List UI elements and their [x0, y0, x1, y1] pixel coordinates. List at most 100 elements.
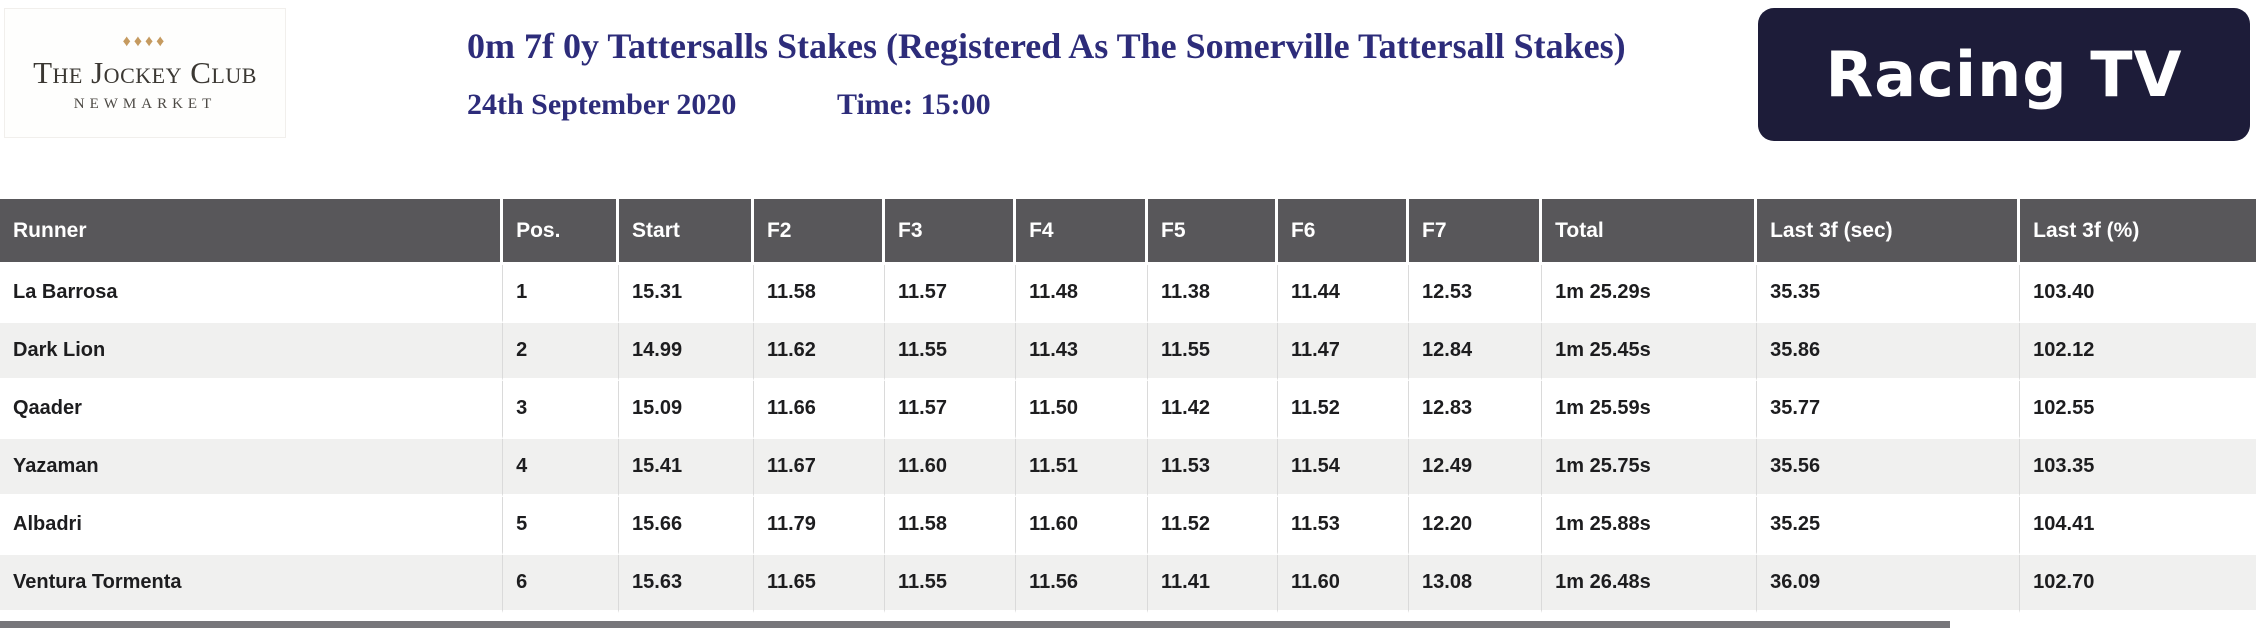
cell-f4: 11.60 [1016, 497, 1149, 555]
cell-pos: 1 [503, 265, 620, 323]
race-date: 24th September 2020 [467, 88, 737, 122]
cell-f4: 11.43 [1016, 323, 1149, 381]
cell-f6: 11.52 [1277, 381, 1410, 439]
cell-total: 1m 25.45s [1542, 323, 1758, 381]
cell-f3: 11.57 [885, 381, 1017, 439]
runner-name: Qaader [0, 381, 504, 439]
column-header-pos: Pos. [503, 199, 620, 265]
cell-last-3f: 102.55 [2020, 381, 2256, 439]
cell-f2: 11.62 [753, 323, 885, 381]
cell-start: 15.31 [619, 265, 754, 323]
cell-f4: 11.50 [1016, 381, 1149, 439]
venue-name: The Jockey Club [33, 55, 257, 90]
cell-last-3f-sec: 35.86 [1757, 323, 2021, 381]
diamonds-icon: ♦♦♦♦ [122, 33, 168, 50]
cell-last-3f-sec: 35.56 [1757, 439, 2021, 497]
column-header-start: Start [619, 199, 754, 265]
cell-f6: 11.54 [1277, 439, 1410, 497]
table-header-row: Runner Pos. Start F2 F3 F4 F5 F6 F7 Total Last 3f … [0, 199, 2256, 265]
cell-f5: 11.52 [1148, 497, 1278, 555]
column-header-last-3f-sec: Last 3f (sec) [1757, 199, 2021, 265]
cell-total: 1m 25.59s [1542, 381, 1758, 439]
cell-f2: 11.66 [753, 381, 885, 439]
column-header-f7: F7 [1409, 199, 1543, 265]
cell-f2: 11.65 [753, 555, 885, 613]
cell-pos: 2 [503, 323, 620, 381]
column-header-total: Total [1542, 199, 1758, 265]
cell-last-3f-sec: 35.25 [1757, 497, 2021, 555]
cell-start: 15.09 [619, 381, 754, 439]
column-header-f6: F6 [1277, 199, 1410, 265]
column-header-f3: F3 [885, 199, 1017, 265]
cell-f5: 11.42 [1148, 381, 1278, 439]
cell-last-3f-sec: 36.09 [1757, 555, 2021, 613]
cell-last-3f-sec: 35.35 [1757, 265, 2021, 323]
cell-f6: 11.44 [1277, 265, 1410, 323]
cell-f4: 11.56 [1016, 555, 1149, 613]
runner-name: Albadri [0, 497, 504, 555]
cell-last-3f-sec: 35.77 [1757, 381, 2021, 439]
cell-f7: 12.84 [1409, 323, 1543, 381]
cell-f3: 11.55 [885, 323, 1017, 381]
cell-f5: 11.55 [1148, 323, 1278, 381]
cell-f6: 11.60 [1277, 555, 1410, 613]
cell-pos: 6 [503, 555, 620, 613]
cell-last-3f: 102.12 [2020, 323, 2256, 381]
cell-pos: 4 [503, 439, 620, 497]
cell-f2: 11.79 [753, 497, 885, 555]
cell-f3: 11.57 [885, 265, 1017, 323]
racing-tv-wordmark: Racing TV [1825, 38, 2183, 111]
cell-total: 1m 25.29s [1542, 265, 1758, 323]
race-info: 0m 7f 0y Tattersalls Stakes (Registered … [467, 26, 1747, 122]
table-row: Yazaman 4 15.41 11.67 11.60 11.51 11.53 11.54 12… [0, 439, 2256, 497]
table-row: La Barrosa 1 15.31 11.58 11.57 11.48 11.38 11.4… [0, 265, 2256, 323]
cell-start: 15.63 [619, 555, 754, 613]
cell-last-3f: 103.35 [2020, 439, 2256, 497]
cell-last-3f: 102.70 [2020, 555, 2256, 613]
cell-f7: 12.53 [1409, 265, 1543, 323]
cell-start: 14.99 [619, 323, 754, 381]
cell-pos: 3 [503, 381, 620, 439]
page-header: ♦♦♦♦ The Jockey Club NEWMARKET 0m 7f 0y … [0, 0, 2256, 200]
cell-pos: 5 [503, 497, 620, 555]
table-row: Ventura Tormenta 6 15.63 11.65 11.55 11.56 11.… [0, 555, 2256, 613]
column-header-f4: F4 [1016, 199, 1149, 265]
sectional-times-table: Runner Pos. Start F2 F3 F4 F5 F6 F7 Total Last 3f … [0, 199, 2256, 613]
column-header-last-3f: Last 3f (%) [2020, 199, 2256, 265]
cell-f7: 13.08 [1409, 555, 1543, 613]
cell-f6: 11.53 [1277, 497, 1410, 555]
runner-name: Yazaman [0, 439, 504, 497]
cell-last-3f: 103.40 [2020, 265, 2256, 323]
cell-f4: 11.51 [1016, 439, 1149, 497]
column-header-f2: F2 [753, 199, 885, 265]
table-body: La Barrosa 1 15.31 11.58 11.57 11.48 11.38 11.4… [0, 265, 2256, 613]
venue-location: NEWMARKET [73, 96, 217, 112]
cell-start: 15.66 [619, 497, 754, 555]
cell-last-3f: 104.41 [2020, 497, 2256, 555]
cell-f5: 11.41 [1148, 555, 1278, 613]
jockey-club-logo: ♦♦♦♦ The Jockey Club NEWMARKET [4, 8, 286, 138]
cell-f7: 12.49 [1409, 439, 1543, 497]
cell-total: 1m 25.88s [1542, 497, 1758, 555]
cell-f6: 11.47 [1277, 323, 1410, 381]
race-title: 0m 7f 0y Tattersalls Stakes (Registered … [467, 26, 1626, 66]
cell-f2: 11.58 [753, 265, 885, 323]
cell-total: 1m 25.75s [1542, 439, 1758, 497]
cell-total: 1m 26.48s [1542, 555, 1758, 613]
table-row: Albadri 5 15.66 11.79 11.58 11.60 11.52 11.53 12… [0, 497, 2256, 555]
cell-f3: 11.60 [885, 439, 1017, 497]
cell-f4: 11.48 [1016, 265, 1149, 323]
cell-f3: 11.55 [885, 555, 1017, 613]
cell-f5: 11.53 [1148, 439, 1278, 497]
cell-f5: 11.38 [1148, 265, 1278, 323]
racing-tv-logo: Racing TV [1758, 8, 2250, 141]
cell-f2: 11.67 [753, 439, 885, 497]
column-header-runner: Runner [0, 199, 504, 265]
table-row: Dark Lion 2 14.99 11.62 11.55 11.43 11.55 11.47… [0, 323, 2256, 381]
cell-f7: 12.20 [1409, 497, 1543, 555]
cell-f7: 12.83 [1409, 381, 1543, 439]
cell-start: 15.41 [619, 439, 754, 497]
runner-name: La Barrosa [0, 265, 504, 323]
race-time: Time: 15:00 [837, 88, 991, 122]
